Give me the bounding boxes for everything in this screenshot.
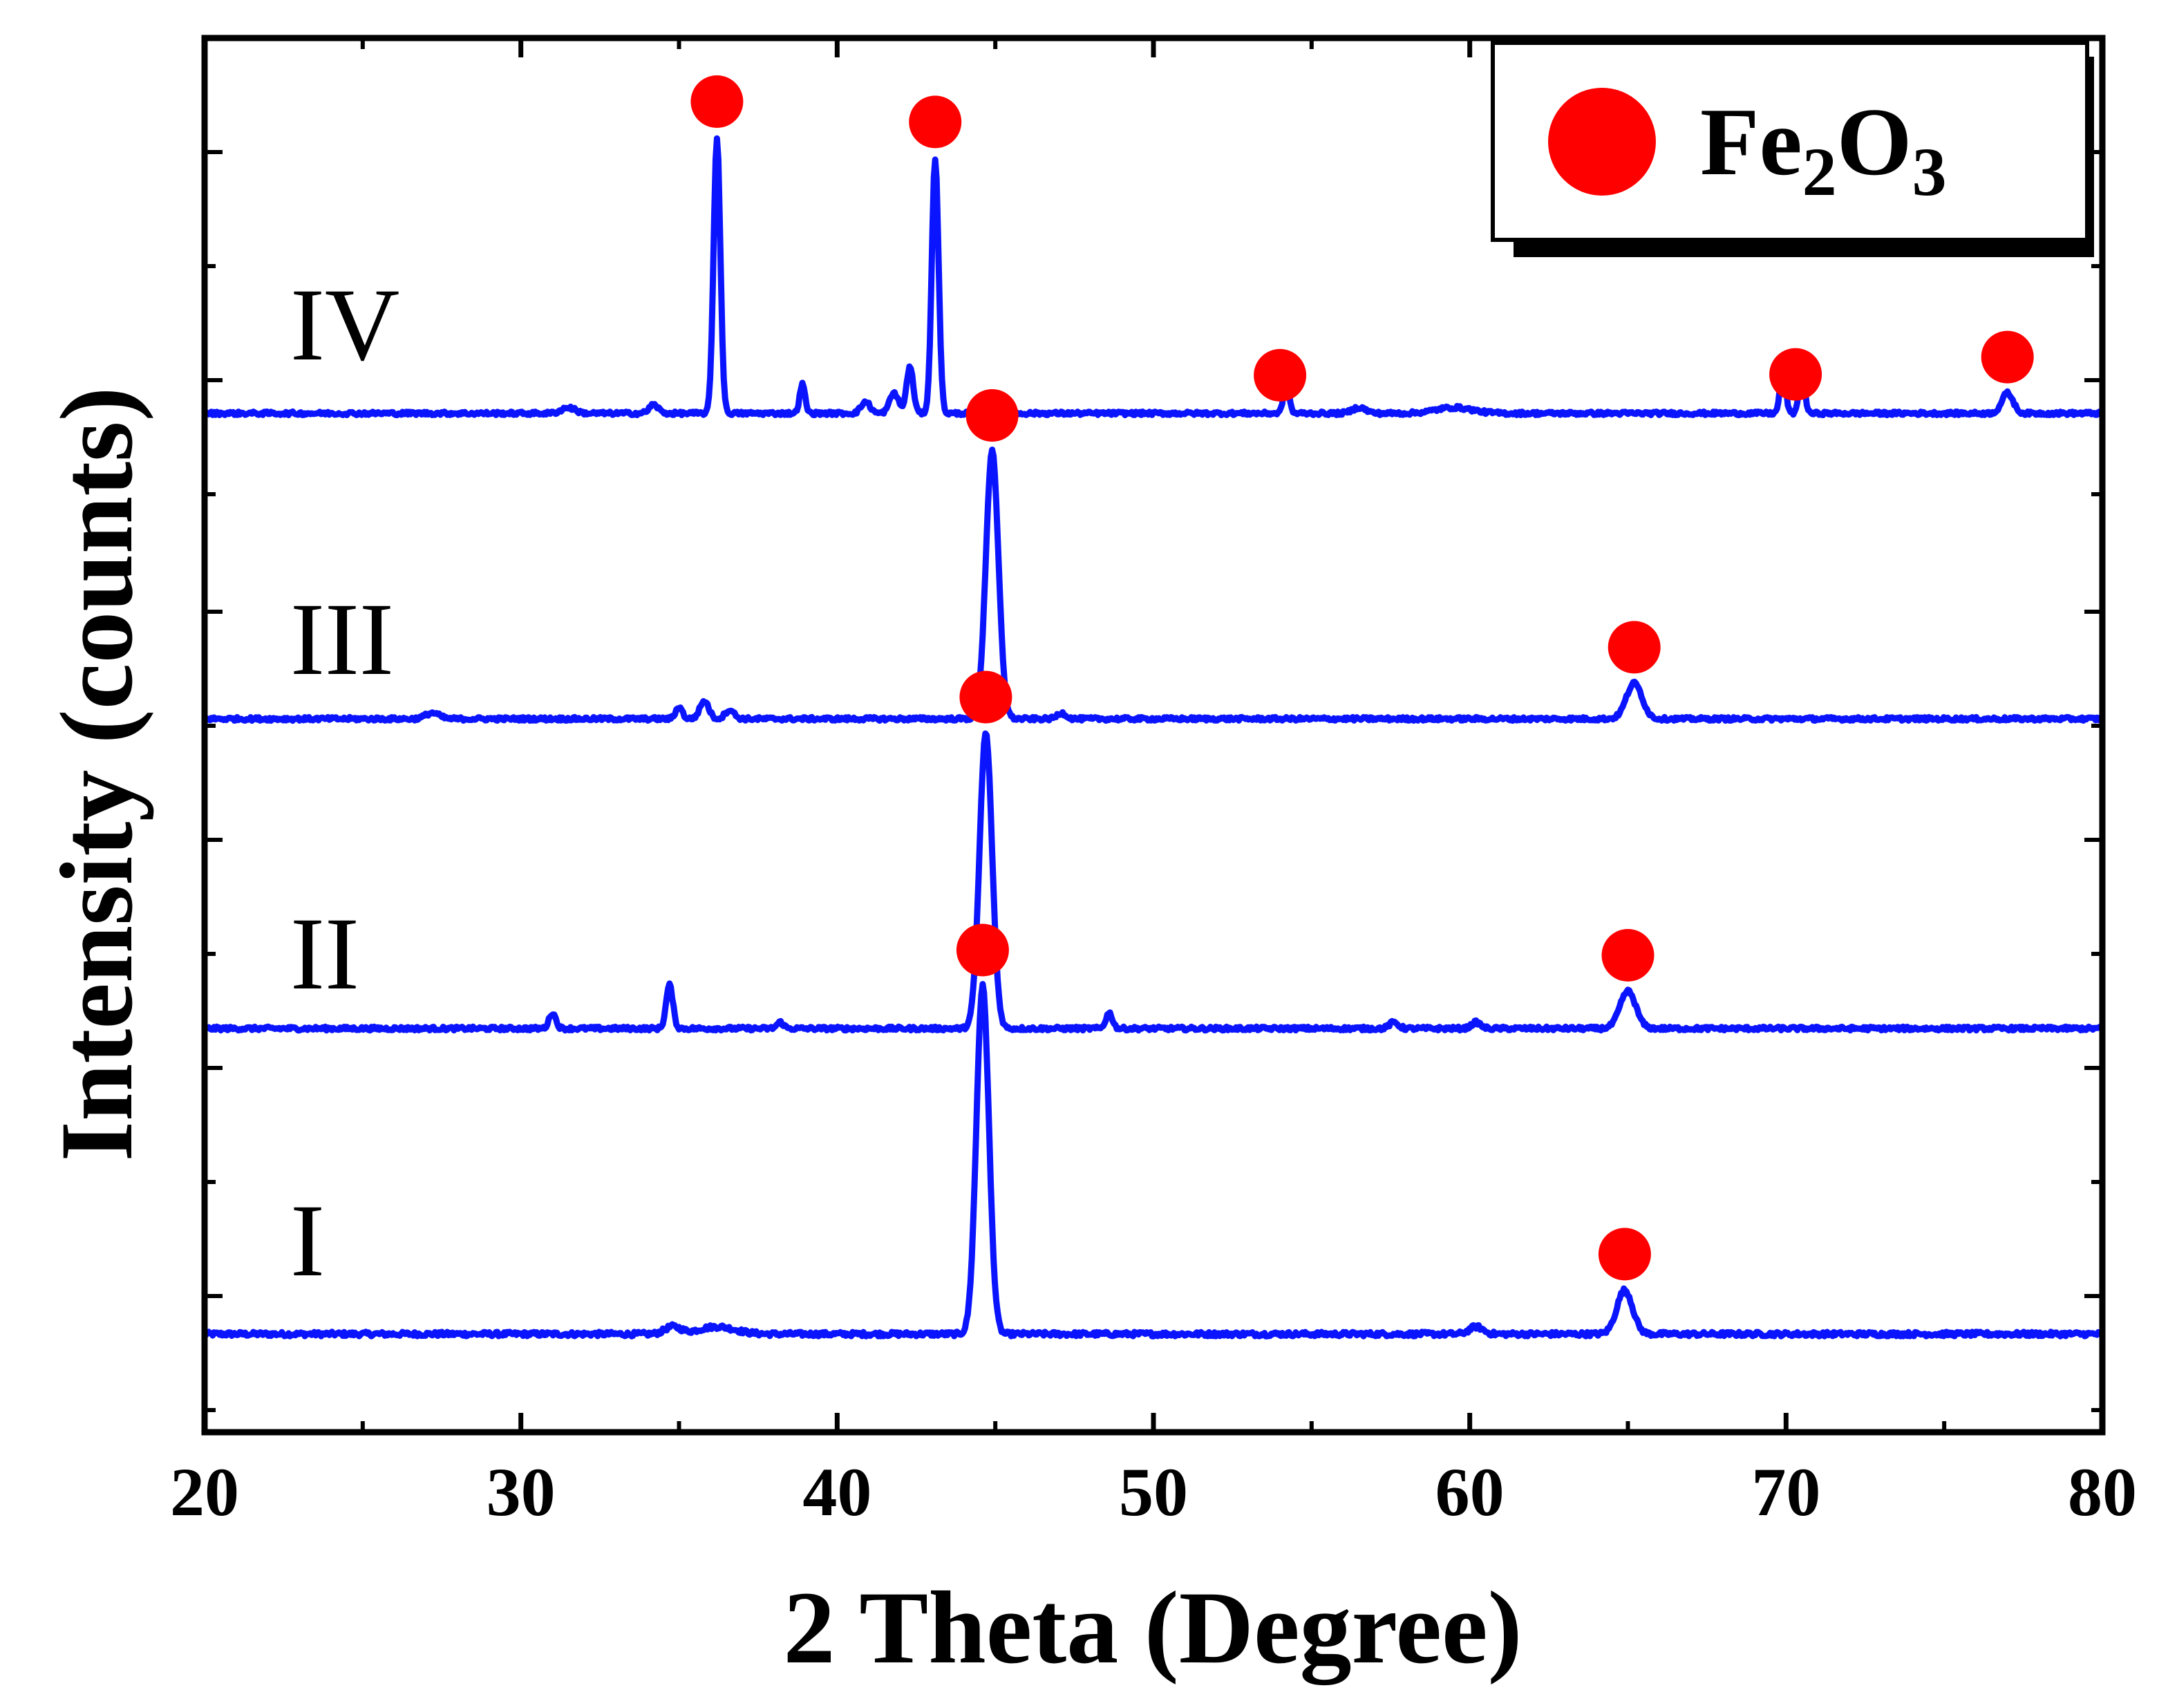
xrd-curve-III <box>202 447 2105 724</box>
legend-label-fe: Fe <box>1700 88 1802 196</box>
fe2o3-marker <box>956 923 1009 977</box>
y-axis-title: Intensity (counts) <box>39 387 154 1162</box>
x-axis-title: 2 Theta (Degree) <box>783 1570 1522 1685</box>
x-tick-label: 70 <box>1751 1454 1820 1530</box>
legend-label: Fe2O3 <box>1700 88 1947 210</box>
fe2o3-marker <box>1254 348 1307 402</box>
legend-label-o: O <box>1837 88 1912 196</box>
fe2o3-marker <box>1598 1228 1651 1281</box>
x-tick-label: 20 <box>170 1454 239 1530</box>
xrd-curve-I <box>202 981 2104 1340</box>
sample-label-IV: IV <box>290 268 399 382</box>
fe2o3-marker <box>1769 348 1822 401</box>
legend-label-sub2: 3 <box>1912 133 1947 210</box>
x-tick-label: 80 <box>2068 1454 2137 1530</box>
legend-label-sub1: 2 <box>1802 133 1837 210</box>
legend: Fe2O3 <box>1491 41 2094 257</box>
fe2o3-marker <box>909 95 962 149</box>
fe2o3-marker <box>965 389 1019 442</box>
x-tick-label: 30 <box>487 1454 556 1530</box>
fe2o3-marker <box>1601 929 1655 982</box>
axes: 20 30 40 50 60 70 80 <box>170 35 2137 1530</box>
fe2o3-marker <box>690 75 744 128</box>
sample-label-I: I <box>290 1183 325 1298</box>
x-tick-label: 40 <box>802 1454 871 1530</box>
fe2o3-marker <box>1608 621 1661 674</box>
sample-label-III: III <box>290 582 394 697</box>
fe2o3-marker <box>1981 330 2034 384</box>
diffraction-curves <box>202 135 2105 1340</box>
x-tick-label: 60 <box>1435 1454 1505 1530</box>
sample-label-II: II <box>290 897 359 1011</box>
x-tick-label: 50 <box>1119 1454 1188 1530</box>
fe2o3-peak-markers <box>690 75 2034 1281</box>
legend-marker-red-circle <box>1548 88 1656 196</box>
xrd-curve-II <box>202 730 2104 1034</box>
fe2o3-marker <box>959 670 1012 724</box>
